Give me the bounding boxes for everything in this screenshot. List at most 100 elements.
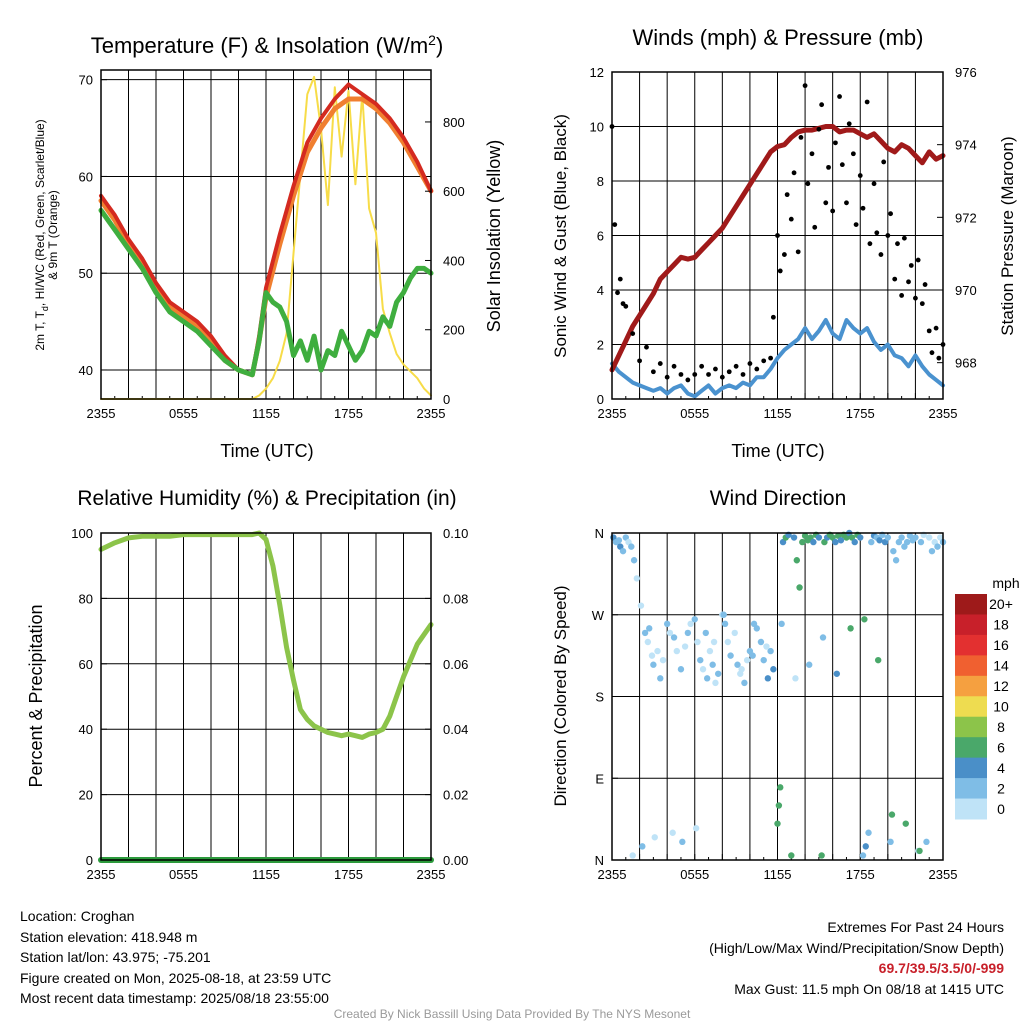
gust-point <box>623 303 629 309</box>
gust-point <box>630 331 636 336</box>
direction-point <box>934 543 941 550</box>
gust-point <box>826 164 831 170</box>
time-tick-label: 0555 <box>169 406 198 421</box>
left-tick-label: 2 <box>597 338 604 353</box>
direction-point <box>890 547 897 555</box>
wind-title: Winds (mph) & Pressure (mb) <box>633 25 924 50</box>
direction-point <box>837 537 845 544</box>
direction-point <box>833 670 841 677</box>
direction-point <box>903 538 911 546</box>
wind-direction-panel: Wind Direction 2355 0555 1155 1755 2355NESWN… <box>551 487 1020 882</box>
direction-point <box>868 538 875 546</box>
gust-point <box>802 83 808 89</box>
colorbar-label: 20+ <box>989 596 1013 612</box>
direction-point <box>757 638 765 646</box>
extremes-subtitle: (High/Low/Max Wind/Precipitation/Snow De… <box>709 939 1004 956</box>
gust-point <box>805 181 811 187</box>
humidity-title: Relative Humidity (%) & Precipitation (i… <box>77 487 456 510</box>
direction-point <box>646 625 653 632</box>
gust-point <box>908 263 914 268</box>
gust-point <box>837 94 842 99</box>
gust-point <box>699 363 705 369</box>
direction-point <box>659 656 667 664</box>
gust-point <box>733 363 739 369</box>
right-tick-label: 200 <box>443 323 465 338</box>
direction-point <box>902 820 909 827</box>
gust-point <box>830 208 836 214</box>
gust-point <box>936 355 942 361</box>
extremes-title: Extremes For Past 24 Hours <box>827 919 1004 935</box>
humidity-plot-area: 2355 0555 1155 1755 23550204060801000.000.02… <box>71 526 468 882</box>
left-tick-label: 60 <box>79 169 93 184</box>
gust-point <box>685 377 691 383</box>
time-tick-label: 2355 <box>87 406 116 421</box>
direction-point <box>847 625 854 632</box>
gust-point <box>617 276 623 282</box>
figure-created: Figure created on Mon, 2025-08-18, at 23… <box>20 969 332 986</box>
direction-point <box>684 629 692 637</box>
direction-point <box>677 666 685 673</box>
left-tick-label: S <box>595 690 604 705</box>
direction-point <box>928 547 936 555</box>
left-tick-label: 10 <box>590 120 604 135</box>
direction-point <box>778 620 785 628</box>
gust-point <box>664 374 670 380</box>
direction-point <box>679 838 686 846</box>
direction-point <box>767 647 774 655</box>
direction-point <box>857 534 864 541</box>
direction-point <box>712 679 719 687</box>
gust-point <box>784 192 790 198</box>
gust-point <box>657 361 663 366</box>
left-tick-label: W <box>592 608 605 623</box>
wind-direction-title: Wind Direction <box>710 487 847 510</box>
gust-point <box>922 282 928 287</box>
direction-point <box>764 675 772 682</box>
gust-point <box>885 233 891 238</box>
gust-point <box>788 216 794 222</box>
gust-point <box>857 173 863 178</box>
direction-point <box>738 666 745 673</box>
left-tick-label: E <box>595 771 604 786</box>
colorbar-swatch <box>955 634 987 656</box>
temperature-plot-area: 2355 0555 1155 1755 2355 40 50 60 70 0 200 400 600 80… <box>79 69 465 421</box>
pressure-line <box>609 124 946 373</box>
left-tick-label: 20 <box>79 788 93 803</box>
gust-point <box>874 230 880 236</box>
gust-point <box>637 358 642 364</box>
temperature-panel: Temperature (F) & Insolation (W/m2) 2355… <box>33 32 504 461</box>
time-tick-label: 1755 <box>846 406 875 421</box>
gust-point <box>678 372 684 377</box>
direction-point <box>706 647 714 655</box>
colorbar-swatch <box>955 655 987 677</box>
gust-point <box>812 224 818 230</box>
left-tick-label: 6 <box>597 229 604 244</box>
extremes-values: 69.7/39.5/3.5/0/-999 <box>878 960 1004 976</box>
right-tick-label: 0 <box>443 392 450 407</box>
gust-point <box>926 328 932 334</box>
direction-point <box>657 675 664 682</box>
direction-point <box>760 656 767 664</box>
time-tick-label: 1155 <box>252 867 280 882</box>
time-tick-label: 0555 <box>680 867 709 882</box>
left-tick-label: 12 <box>590 65 604 80</box>
plot-frame <box>100 69 432 400</box>
wind-ylabel: Sonic Wind & Gust (Blue, Black) <box>551 114 570 358</box>
direction-point <box>703 675 711 682</box>
direction-point <box>702 629 709 637</box>
station-latlon: Station lat/lon: 43.975; -75.201 <box>20 949 211 965</box>
direction-point <box>694 638 701 646</box>
colorbar-swatch <box>955 757 987 779</box>
colorbar-swatch <box>955 696 987 718</box>
time-tick-label: 1155 <box>764 867 792 882</box>
recent-timestamp: Most recent data timestamp: 2025/08/18 2… <box>20 990 329 1006</box>
station-location: Location: Croghan <box>20 908 135 924</box>
direction-point <box>697 656 704 664</box>
gust-point <box>713 366 718 372</box>
gust-point <box>692 372 698 377</box>
direction-point <box>892 557 900 564</box>
time-tick-label: 1755 <box>334 867 363 882</box>
right-tick-label: 0.02 <box>443 788 468 803</box>
gust-point <box>850 151 856 157</box>
colorbar-label: 12 <box>993 678 1009 694</box>
gust-point <box>761 358 767 364</box>
